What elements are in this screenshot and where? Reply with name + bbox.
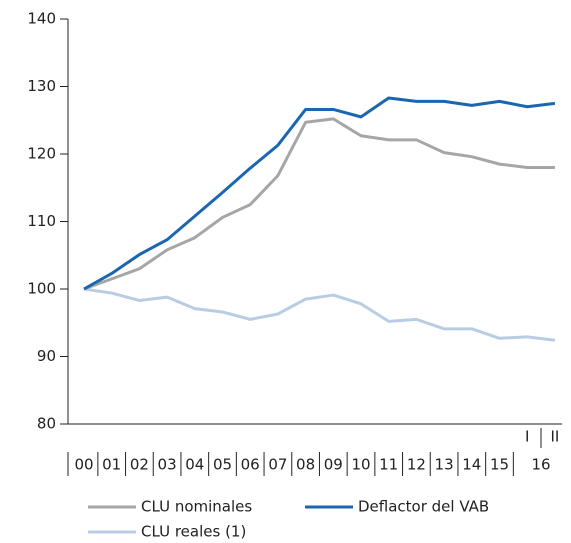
x-tick-label: 14	[462, 456, 481, 474]
x-tick-label: 06	[241, 456, 260, 474]
y-tick-label: 110	[27, 212, 56, 230]
y-tick-label: 90	[37, 347, 56, 365]
y-tick-label: 140	[27, 10, 56, 28]
x-tick-label: I	[525, 428, 529, 446]
x-tick-label: 09	[324, 456, 343, 474]
x-tick-label: 08	[296, 456, 315, 474]
x-tick-label: 05	[213, 456, 232, 474]
x-tick-label: 01	[102, 456, 121, 474]
x-tick-label: 15	[490, 456, 509, 474]
y-tick-label: 80	[37, 415, 56, 433]
x-tick-label: 11	[379, 456, 398, 474]
y-tick-label: 100	[27, 280, 56, 298]
x-tick-label: 04	[185, 456, 204, 474]
y-tick-label: 120	[27, 145, 56, 163]
legend-label: Deflactor del VAB	[358, 498, 489, 516]
x-tick-label: II	[550, 428, 559, 446]
x-group-label: 16	[532, 456, 551, 474]
y-tick-label: 130	[27, 77, 56, 95]
line	[83, 117, 555, 291]
x-tick-label: 02	[130, 456, 149, 474]
x-tick-label: 10	[351, 456, 370, 474]
x-tick-label: 00	[74, 456, 93, 474]
legend-label: CLU nominales	[141, 498, 252, 516]
legend-label: CLU reales (1)	[141, 523, 246, 541]
line	[83, 96, 556, 291]
line	[83, 287, 556, 342]
x-tick-label: 03	[158, 456, 177, 474]
x-tick-label: 07	[268, 456, 287, 474]
x-tick-label: 13	[435, 456, 454, 474]
x-tick-label: 12	[407, 456, 426, 474]
